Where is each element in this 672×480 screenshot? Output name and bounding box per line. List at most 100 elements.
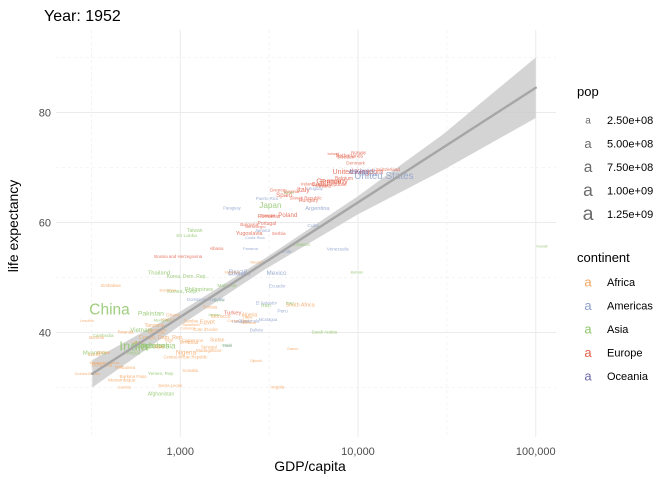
country-label: Cuba (307, 223, 319, 229)
country-label: Ecuador (269, 283, 286, 288)
country-label: Gabon (287, 347, 298, 351)
size-legend-label: 1.25e+09 (607, 209, 653, 221)
country-label: Kenya (161, 317, 175, 323)
country-label: Kuwait (536, 245, 547, 249)
country-label: Cote d'Ivoire (193, 327, 218, 332)
country-label: Belgium (335, 176, 353, 182)
country-label: Botswana (159, 289, 177, 293)
country-label: Niger (154, 344, 165, 349)
country-label: Norway (351, 150, 367, 155)
country-label: Israel (284, 190, 294, 195)
country-label: Swaziland (182, 323, 199, 327)
country-labels-layer: ChinaIndiaUnited StatesJapanIndonesiaGer… (75, 150, 548, 398)
country-label: Oman (222, 343, 233, 348)
country-label: Malawi (96, 350, 110, 355)
trend-line-layer (91, 86, 537, 375)
continent-legend-key: a (584, 274, 592, 289)
country-label: Pakistan (138, 311, 164, 318)
x-axis-label: GDP/capita (274, 458, 346, 474)
country-label: Mauritius (225, 270, 241, 275)
country-label: Nigeria (176, 350, 197, 357)
country-label: Turkey (224, 310, 242, 316)
country-label: Portugal (257, 221, 276, 227)
country-label: Puerto Rico (256, 196, 279, 201)
country-label: Croatia (261, 213, 276, 218)
country-label: Djibouti (250, 359, 262, 363)
size-legend-key: a (584, 136, 592, 151)
y-axis-label: life expectancy (5, 180, 21, 273)
country-label: Sierra Leone (158, 383, 183, 388)
continent-legend-key: a (584, 321, 592, 336)
country-label: Korea, Rep. (167, 289, 198, 295)
country-label: Guinea (121, 365, 135, 370)
country-label: Reunion (250, 261, 264, 265)
country-label: Bulgaria (240, 222, 258, 228)
country-label: Korea, Dem. Rep. (167, 274, 207, 280)
country-label: New Zealand (350, 168, 375, 173)
country-label: Rwanda (118, 330, 134, 335)
country-label: Thailand (148, 271, 171, 277)
country-label: Indonesia (140, 341, 176, 350)
country-label: Jordan (208, 312, 220, 317)
country-label: France (320, 179, 341, 186)
country-label: Romania (258, 214, 281, 220)
country-label: Namibia (241, 320, 256, 325)
country-label: Zambia (184, 319, 199, 324)
trend-line (91, 86, 537, 375)
country-label: Jamaica (255, 228, 271, 233)
size-legend-label: 5.00e+08 (607, 138, 653, 150)
country-label: Central African Republic (164, 354, 208, 359)
country-label: Algeria (241, 313, 257, 319)
country-label: Canada (358, 172, 378, 178)
country-label: Spain (276, 192, 292, 199)
country-label: Libya (243, 315, 253, 320)
country-label: Brazil (229, 268, 248, 277)
country-label: Liberia (131, 339, 144, 344)
country-label: Nicaragua (259, 317, 278, 322)
country-label: Togo (164, 337, 174, 342)
country-label: El Salvador (256, 301, 278, 306)
continent-legend-label: Africa (607, 277, 636, 289)
country-label: Congo, Dem. Rep. (139, 335, 184, 341)
country-label: Poland (278, 212, 297, 219)
country-label: United Kingdom (333, 168, 384, 176)
country-label: Slovenia (283, 189, 299, 194)
country-label: Austria (313, 182, 328, 188)
country-label: Senegal (201, 345, 217, 350)
country-label: Montenegro (245, 225, 265, 229)
continent-legend-key: a (584, 368, 592, 383)
x-tick-label: 10,000 (341, 446, 375, 458)
country-label: Argentina (305, 206, 330, 212)
country-label: Uruguay (307, 186, 324, 191)
y-tick-label: 80 (39, 108, 51, 120)
country-label: Somalia (182, 368, 198, 373)
country-label: Sweden (337, 154, 355, 160)
country-label: Benin (180, 340, 191, 345)
country-label: Colombia (228, 272, 250, 278)
country-label: Nepal (127, 351, 140, 357)
y-tick-label: 40 (39, 328, 51, 340)
country-label: Iraq (286, 301, 294, 306)
continent-legend-title: continent (577, 250, 630, 265)
x-tick-label: 100,000 (516, 446, 556, 458)
y-tick-label: 60 (39, 218, 51, 230)
country-label: Taiwan (187, 228, 203, 234)
country-label: Tunisia (203, 304, 218, 309)
gridlines (56, 30, 556, 437)
country-label: Vietnam (130, 327, 152, 334)
country-label: Panama (243, 246, 259, 251)
size-legend-key: a (583, 203, 594, 225)
country-label: Ethiopia (91, 362, 113, 368)
continent-legend-label: Americas (607, 300, 653, 312)
country-label: Burundi (89, 335, 104, 340)
confidence-band-layer (92, 57, 536, 388)
country-label: Bahrain (351, 271, 364, 275)
country-label: Australia (349, 170, 369, 176)
country-label: China (89, 302, 130, 319)
continent-legend-key: a (584, 298, 592, 313)
country-label: Peru (277, 308, 288, 314)
country-label: Ireland (301, 182, 315, 187)
country-label: Hungary (299, 198, 319, 204)
continent-legend-label: Oceania (607, 371, 649, 383)
country-label: Japan (259, 201, 282, 210)
